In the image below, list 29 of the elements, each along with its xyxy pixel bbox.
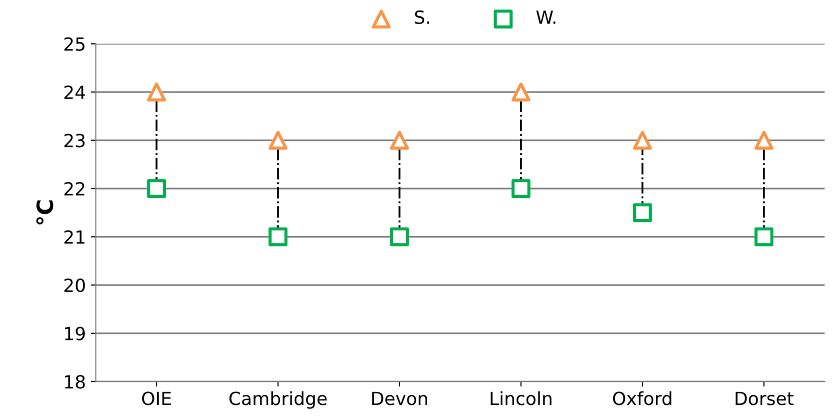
point (268, 130, 288, 150)
point (147, 82, 166, 102)
point (268, 227, 288, 246)
y-tick-label: 19 (65, 326, 85, 340)
x-tick-label: OIE (142, 392, 171, 406)
point (633, 130, 652, 150)
x-tick-label: Oxford (613, 391, 672, 406)
point (633, 203, 652, 222)
x-tick-label: Devon (372, 392, 428, 406)
y-axis-title: °C (36, 200, 54, 224)
point (147, 179, 166, 198)
legend-label: S. (414, 10, 430, 24)
y-tick-label: 18 (65, 375, 85, 389)
point (512, 82, 530, 102)
y-tick-label: 21 (64, 230, 84, 244)
y-tick-label: 24 (64, 85, 86, 99)
x-tick-label: Lincoln (490, 391, 552, 406)
x-tick-label: Dorset (736, 392, 794, 406)
point (512, 179, 530, 198)
x-tick-label: Cambridge (229, 391, 327, 409)
point (754, 227, 774, 246)
legend-label: W. (536, 10, 556, 24)
y-tick-label: 23 (64, 134, 85, 148)
y-tick-label: 20 (64, 278, 85, 292)
y-tick-label: 25 (64, 37, 84, 51)
point (754, 130, 774, 150)
point (390, 130, 409, 150)
y-tick-label: 22 (64, 182, 84, 196)
point (390, 227, 409, 246)
